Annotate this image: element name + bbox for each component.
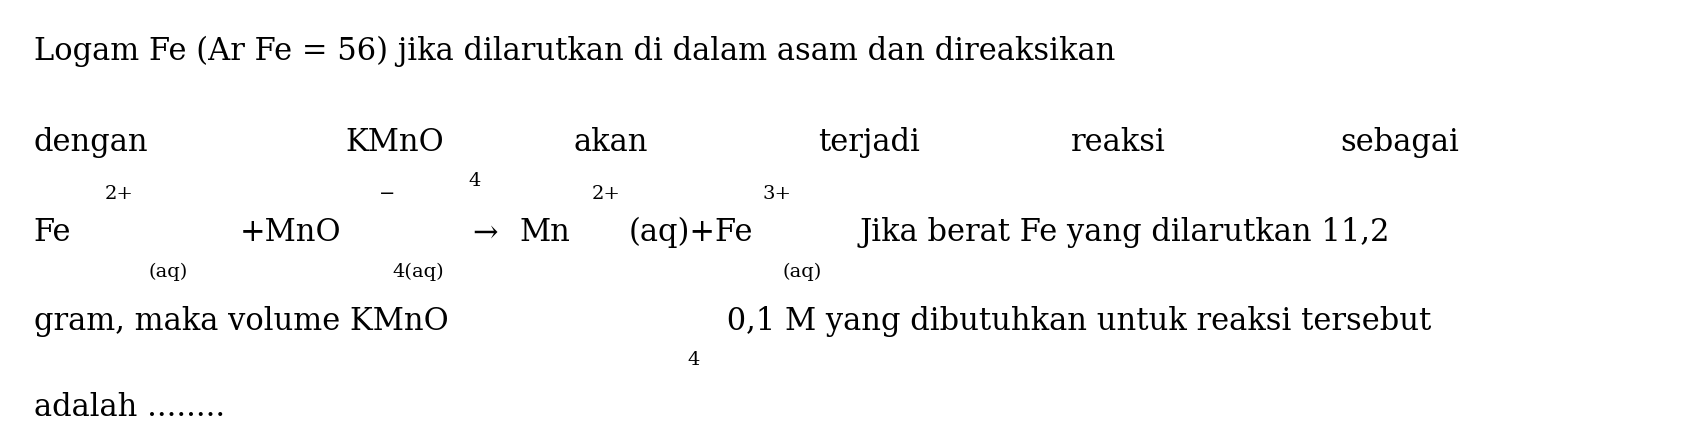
- Text: 0,1 M yang dibutuhkan untuk reaksi tersebut: 0,1 M yang dibutuhkan untuk reaksi terse…: [717, 306, 1431, 337]
- Text: −: −: [379, 185, 396, 203]
- Text: terjadi: terjadi: [818, 127, 919, 158]
- Text: (aq)+Fe: (aq)+Fe: [629, 217, 754, 249]
- Text: reaksi: reaksi: [1071, 127, 1165, 158]
- Text: Jika berat Fe yang dilarutkan 11,2: Jika berat Fe yang dilarutkan 11,2: [860, 218, 1391, 249]
- Text: 4: 4: [469, 172, 481, 190]
- Text: 4: 4: [688, 351, 700, 369]
- Text: Fe: Fe: [34, 218, 71, 249]
- Text: (aq): (aq): [148, 263, 187, 281]
- Text: Mn: Mn: [519, 218, 570, 249]
- Text: akan: akan: [573, 127, 647, 158]
- Text: 2+: 2+: [105, 185, 133, 203]
- Text: 3+: 3+: [762, 185, 791, 203]
- Text: +MnO: +MnO: [239, 218, 341, 249]
- Text: gram, maka volume KMnO: gram, maka volume KMnO: [34, 306, 448, 337]
- Text: →: →: [472, 218, 497, 249]
- Text: KMnO: KMnO: [346, 127, 445, 158]
- Text: (aq): (aq): [782, 263, 821, 281]
- Text: sebagai: sebagai: [1340, 127, 1460, 158]
- Text: 2+: 2+: [592, 185, 620, 203]
- Text: adalah ........: adalah ........: [34, 392, 224, 423]
- Text: Logam Fe (Ar Fe = 56) jika dilarutkan di dalam asam dan direaksikan: Logam Fe (Ar Fe = 56) jika dilarutkan di…: [34, 35, 1114, 67]
- Text: 4(aq): 4(aq): [393, 263, 445, 281]
- Text: dengan: dengan: [34, 127, 148, 158]
